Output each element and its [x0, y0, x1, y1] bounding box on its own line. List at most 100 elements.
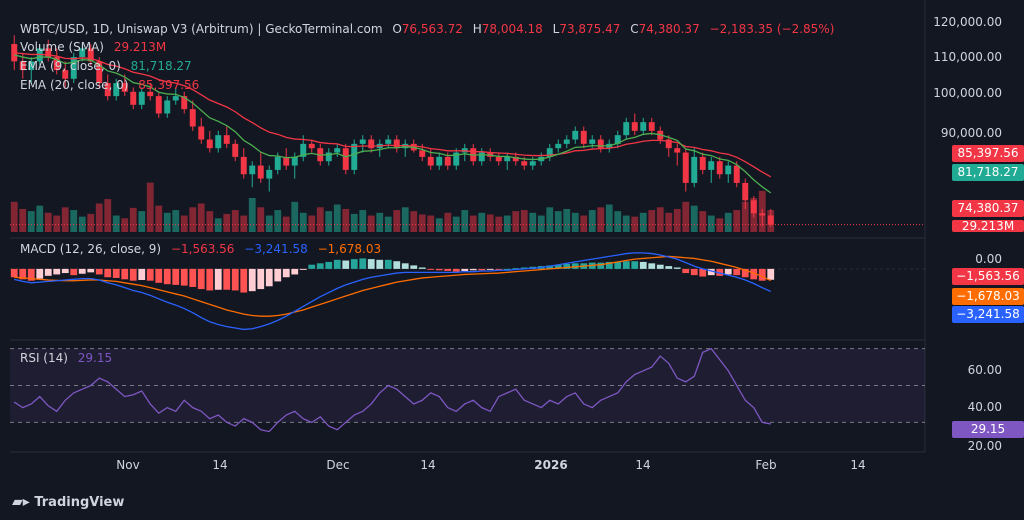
volume-bar — [112, 215, 120, 232]
volume-bar — [452, 216, 460, 232]
tradingview-icon: ▰▸ — [12, 494, 30, 510]
candle-body — [750, 200, 757, 214]
time-tick: 14 — [212, 458, 228, 472]
ema20-price-tag: 85,397.56 — [952, 145, 1024, 162]
volume-bar — [248, 197, 256, 232]
candle-body — [444, 156, 451, 166]
price-tick: 100,000.00 — [933, 86, 1002, 100]
candle-body — [725, 165, 732, 175]
macd-histogram-bar — [393, 261, 401, 269]
volume-bar — [19, 208, 27, 232]
volume-bar — [350, 213, 358, 232]
macd-histogram-bar — [316, 263, 324, 269]
macd-hist-tag: −1,563.56 — [952, 268, 1024, 285]
candle-body — [70, 57, 77, 79]
candle-body — [691, 156, 698, 183]
change-value: −2,183.35 (−2.85%) — [709, 22, 835, 36]
candle-body — [393, 139, 400, 149]
candle-body — [138, 91, 145, 105]
tradingview-logo[interactable]: ▰▸ TradingView — [12, 494, 124, 510]
candle-body — [614, 135, 621, 144]
ema20-label: EMA (20, close, 0) — [20, 78, 129, 92]
candle-body — [181, 96, 188, 110]
ema9-legend[interactable]: EMA (9, close, 0) 81,718.27 — [20, 59, 198, 73]
macd-histogram-bar — [682, 268, 690, 274]
candle-body — [28, 61, 35, 71]
macd-histogram-bar — [189, 268, 197, 287]
volume-bar — [444, 212, 452, 232]
candle-body — [623, 122, 630, 136]
candle-body — [504, 156, 511, 162]
volume-bar — [478, 212, 486, 232]
rsi-label: RSI (14) — [20, 351, 68, 365]
candle-body — [640, 122, 647, 131]
candle-body — [240, 156, 247, 175]
volume-bar — [673, 208, 681, 232]
candle-body — [96, 61, 103, 84]
candle-body — [334, 148, 341, 153]
candle-body — [215, 135, 222, 149]
volume-bar — [316, 207, 324, 232]
volume-legend[interactable]: Volume (SMA) 29.213M — [20, 40, 172, 54]
candle-body — [274, 156, 281, 170]
time-tick: Dec — [326, 458, 350, 472]
macd-histogram-bar — [257, 268, 265, 290]
candle-body — [419, 150, 426, 157]
macd-histogram-bar — [750, 268, 758, 280]
time-tick: Feb — [755, 458, 777, 472]
macd-signal-tag: −1,678.03 — [952, 288, 1024, 305]
volume-bar — [265, 215, 273, 232]
macd-histogram-bar — [95, 268, 103, 275]
macd-histogram-bar — [10, 268, 18, 278]
macd-histogram-bar — [240, 268, 248, 293]
macd-signal-value: −1,678.03 — [317, 242, 382, 256]
candle-body — [308, 143, 315, 149]
volume-bar — [70, 210, 78, 232]
macd-legend[interactable]: MACD (12, 26, close, 9) −1,563.56 −3,241… — [20, 242, 387, 256]
macd-signal-line — [14, 255, 772, 317]
volume-bar — [486, 214, 494, 232]
macd-histogram-bar — [741, 268, 749, 278]
volume-bar — [155, 205, 163, 232]
price-tick: 90,000.00 — [940, 126, 1002, 140]
candle-body — [682, 152, 689, 183]
candle-body — [521, 161, 528, 166]
macd-histogram-bar — [274, 268, 282, 282]
candle-body — [121, 83, 128, 92]
macd-histogram-bar — [512, 268, 520, 270]
macd-histogram-bar — [614, 261, 622, 269]
volume-bar — [418, 214, 426, 232]
volume-bar — [146, 182, 154, 232]
volume-bar — [53, 215, 61, 232]
price-tick: 120,000.00 — [933, 15, 1002, 29]
macd-histogram-bar — [61, 268, 69, 274]
time-tick: 2026 — [534, 458, 568, 472]
volume-bar — [189, 207, 197, 232]
macd-histogram-bar — [733, 268, 741, 276]
volume-bar — [206, 211, 214, 232]
time-tick: Nov — [116, 458, 140, 472]
volume-bar — [163, 212, 171, 232]
candle-body — [232, 143, 239, 157]
rsi-legend[interactable]: RSI (14) 29.15 — [20, 351, 118, 365]
rsi-tick: 40.00 — [967, 400, 1002, 414]
time-tick: 14 — [635, 458, 651, 472]
volume-bar — [469, 215, 477, 232]
macd-histogram-bar — [767, 268, 775, 280]
volume-bar — [639, 212, 647, 232]
volume-bar — [724, 212, 732, 232]
macd-histogram-bar — [427, 268, 435, 270]
candle-body — [631, 122, 638, 131]
volume-bar — [299, 212, 307, 232]
macd-histogram-bar — [282, 268, 290, 278]
candle-body — [104, 83, 111, 97]
macd-histogram-bar — [333, 259, 341, 269]
candle-body — [759, 213, 766, 216]
volume-bar — [682, 201, 690, 232]
macd-histogram-bar — [444, 268, 452, 271]
ema20-legend[interactable]: EMA (20, close, 0) 85,397.56 — [20, 78, 205, 92]
volume-bar — [231, 210, 239, 232]
macd-histogram-bar — [716, 268, 724, 276]
